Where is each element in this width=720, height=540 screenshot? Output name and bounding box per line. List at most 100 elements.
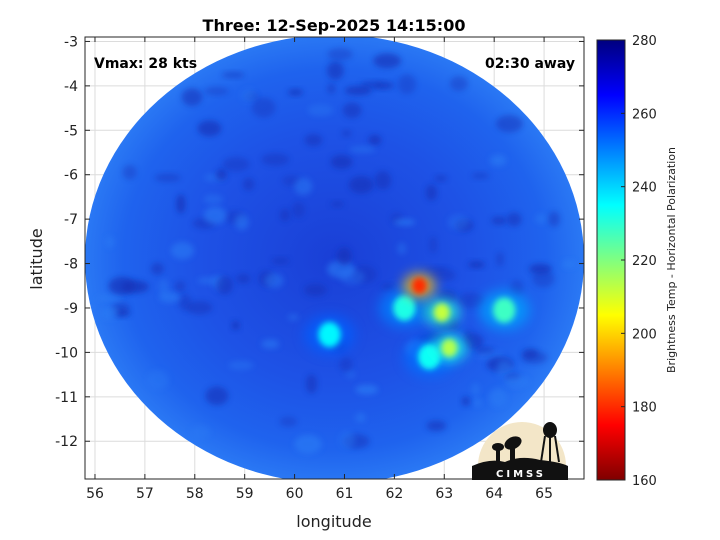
texture-blob [307, 104, 334, 117]
texture-blob [228, 360, 254, 370]
texture-blob [261, 153, 290, 166]
colorbar-tick-label: 240 [632, 181, 657, 196]
texture-blob [434, 175, 448, 182]
texture-blob [397, 242, 407, 255]
x-tick-label: 64 [485, 486, 503, 502]
y-tick-label: -10 [55, 345, 78, 361]
texture-blob [368, 134, 382, 146]
feature-core [441, 338, 458, 357]
x-tick-label: 57 [136, 486, 154, 502]
texture-blob [197, 276, 221, 285]
texture-blob [339, 357, 353, 372]
colorbar-tick-label: 200 [632, 327, 657, 342]
texture-blob [345, 370, 356, 379]
texture-blob [393, 218, 416, 226]
texture-blob [447, 214, 470, 231]
time-away-annotation: 02:30 away [485, 56, 575, 72]
texture-blob [222, 157, 250, 172]
chart-title: Three: 12-Sep-2025 14:15:00 [203, 16, 466, 35]
swath [85, 37, 584, 479]
feature-core [412, 277, 427, 294]
texture-blob [108, 307, 119, 314]
texture-blob [261, 339, 280, 349]
feature-core [318, 322, 341, 348]
texture-blob [95, 294, 122, 302]
x-tick-label: 59 [236, 486, 254, 502]
texture-blob [294, 177, 313, 196]
texture-blob [504, 376, 529, 388]
texture-blob [506, 212, 522, 227]
texture-blob [158, 278, 169, 296]
texture-blob [468, 261, 485, 269]
feature-core [393, 295, 416, 321]
texture-blob [344, 85, 372, 96]
colorbar-label: Brightness Temp - Horizontal Polarizatio… [665, 147, 678, 373]
texture-blob [495, 251, 504, 267]
texture-blob [471, 172, 490, 180]
texture-blob [473, 398, 482, 407]
colorbar-tick-label: 220 [632, 254, 657, 269]
texture-blob [341, 129, 352, 138]
x-tick-label: 63 [435, 486, 453, 502]
feature-core [492, 297, 516, 323]
texture-blob [532, 270, 555, 288]
texture-blob [464, 333, 484, 350]
convective-features [304, 273, 530, 377]
texture-blob [374, 171, 392, 190]
texture-blob [425, 184, 437, 201]
texture-blob [304, 133, 323, 147]
y-tick-label: -7 [64, 212, 78, 228]
texture-blob [231, 320, 240, 331]
texture-blob [457, 292, 485, 309]
colorbar-tick-label: 280 [632, 34, 657, 49]
texture-blob [122, 164, 137, 180]
texture-blob [355, 384, 379, 395]
x-axis-label: longitude [296, 512, 371, 531]
texture-blob [339, 269, 366, 285]
texture-blob [234, 214, 249, 231]
texture-blob [489, 388, 508, 408]
texture-blob [489, 154, 507, 167]
texture-blob [562, 259, 576, 269]
texture-blob [105, 236, 114, 248]
texture-blob [215, 169, 227, 181]
texture-blob [330, 155, 353, 169]
colorbar-tick-label: 260 [632, 107, 657, 122]
texture-blob [242, 177, 255, 191]
texture-blob [496, 360, 513, 378]
texture-blob [348, 176, 374, 194]
texture-blob [373, 53, 402, 69]
texture-blob [264, 273, 284, 289]
texture-blob [461, 396, 470, 407]
colorbar-ticks: 160 180 200 220 240 260 280 [621, 34, 657, 489]
texture-blob [154, 173, 181, 182]
texture-blob [190, 425, 211, 439]
texture-blob [170, 242, 194, 260]
texture-blob [271, 257, 290, 265]
y-axis-ticks: -3 -4 -5 -6 -7 -8 -9 -10 -11 -12 [55, 34, 584, 450]
y-tick-label: -6 [64, 168, 78, 184]
texture-blob [304, 283, 327, 297]
texture-blob [305, 374, 318, 394]
texture-blob [174, 280, 186, 292]
feature-core [433, 303, 450, 322]
texture-blob [197, 120, 222, 137]
texture-blob [330, 201, 345, 208]
texture-blob [339, 431, 356, 449]
y-tick-label: -8 [64, 257, 78, 273]
texture-blob [176, 194, 186, 214]
texture-blob [236, 273, 251, 284]
y-tick-label: -4 [64, 79, 78, 95]
texture-blob [548, 211, 560, 227]
x-tick-label: 60 [286, 486, 304, 502]
texture-blob [327, 48, 353, 61]
texture-blob [279, 208, 291, 222]
y-tick-label: -11 [55, 390, 78, 406]
texture-blob [251, 97, 276, 118]
texture-blob [449, 76, 468, 92]
texture-blob [327, 83, 336, 94]
texture-blob [203, 206, 227, 225]
texture-blob [428, 269, 456, 282]
y-tick-label: -12 [55, 434, 78, 450]
logo-text: CIMSS [496, 469, 546, 480]
